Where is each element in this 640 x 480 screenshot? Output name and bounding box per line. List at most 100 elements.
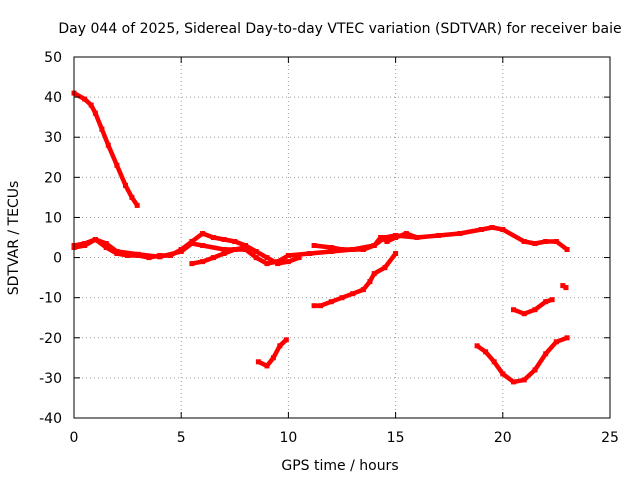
data-point (311, 243, 317, 248)
data-point (82, 243, 88, 248)
data-point (123, 182, 128, 188)
data-point (457, 231, 463, 236)
y-tick-label: 40 (44, 90, 62, 106)
data-point (384, 239, 390, 244)
y-tick-label: 20 (44, 170, 62, 186)
data-point (339, 295, 345, 301)
axes: 0 5 10 15 20 25 -40 -30 -20 -10 0 10 20 30 40 50 (39, 50, 619, 446)
x-axis-title: GPS time / hours (281, 458, 398, 474)
data-point (189, 261, 195, 267)
data-point (264, 363, 270, 369)
data-point (125, 253, 131, 258)
data-point (318, 303, 324, 309)
data-point (210, 255, 216, 261)
data-point (264, 255, 270, 261)
data-point (88, 102, 94, 108)
series-sat-a (71, 90, 140, 208)
data-point (253, 255, 259, 261)
data-point (200, 243, 206, 248)
data-point (436, 233, 441, 238)
data-point (553, 339, 559, 345)
data-point (285, 253, 291, 258)
data-point (500, 227, 506, 232)
y-tick-label: 50 (44, 50, 62, 66)
data-point (232, 239, 238, 244)
series-sat-f (311, 251, 398, 308)
data-point (543, 351, 549, 357)
data-point (105, 142, 111, 148)
chart-title: Day 044 of 2025, Sidereal Day-to-day VTE… (58, 21, 621, 37)
data-point (382, 265, 388, 271)
data-point (521, 311, 527, 317)
data-point (221, 237, 227, 242)
data-point (564, 247, 570, 252)
series-sat-c (71, 231, 302, 266)
data-point (200, 259, 206, 265)
data-point (157, 253, 163, 258)
data-point (221, 247, 227, 252)
data-point (511, 379, 516, 385)
data-point (275, 261, 281, 267)
data-point (285, 259, 291, 265)
y-tick-label: -10 (39, 291, 62, 307)
grid-lines (74, 57, 610, 418)
y-tick-label: -20 (39, 331, 62, 347)
data-point (474, 343, 480, 349)
data-point (146, 255, 152, 261)
x-tick-label: 25 (601, 430, 619, 446)
y-tick-label: 0 (53, 251, 62, 267)
data-point (99, 126, 105, 132)
data-point (560, 283, 566, 289)
data-point (307, 251, 313, 256)
data-point (350, 247, 356, 252)
data-point (129, 194, 135, 200)
data-point (393, 251, 399, 256)
data-point (543, 299, 549, 305)
data-point (521, 377, 527, 383)
data-point (253, 249, 259, 254)
data-point (532, 367, 538, 373)
data-point (382, 235, 388, 240)
data-point (478, 227, 484, 232)
data-point (339, 247, 345, 252)
data-point (532, 307, 538, 313)
data-point (403, 231, 409, 236)
data-point (500, 371, 506, 377)
data-point (255, 359, 261, 365)
data-point (360, 247, 366, 252)
data-point (543, 239, 549, 244)
data-point (114, 251, 120, 256)
data-point (200, 231, 206, 236)
data-point (92, 237, 98, 242)
data-point (491, 359, 497, 365)
data-point (393, 235, 399, 240)
data-point (511, 307, 516, 313)
data-point (232, 247, 238, 252)
data-point (414, 235, 420, 240)
data-point (221, 251, 227, 256)
data-point (283, 337, 289, 343)
data-point (135, 253, 141, 258)
y-tick-label: 10 (44, 210, 62, 226)
data-point (243, 245, 248, 250)
data-point (277, 343, 283, 349)
plot-area (71, 90, 570, 385)
data-point (264, 261, 270, 267)
x-tick-label: 0 (70, 430, 79, 446)
x-tick-label: 5 (177, 430, 186, 446)
x-tick-label: 20 (494, 430, 512, 446)
x-tick-label: 15 (387, 430, 405, 446)
data-point (553, 239, 559, 244)
data-point (178, 247, 184, 252)
data-point (82, 96, 88, 102)
data-point (549, 297, 555, 303)
y-axis-title: SDTVAR / TECUs (6, 181, 22, 296)
plot-frame (73, 56, 611, 419)
x-tick-label: 10 (279, 430, 297, 446)
y-tick-label: 30 (44, 130, 62, 146)
data-point (378, 235, 384, 240)
data-point (371, 243, 377, 248)
data-point (328, 249, 334, 254)
data-point (360, 287, 366, 293)
data-point (311, 303, 317, 309)
